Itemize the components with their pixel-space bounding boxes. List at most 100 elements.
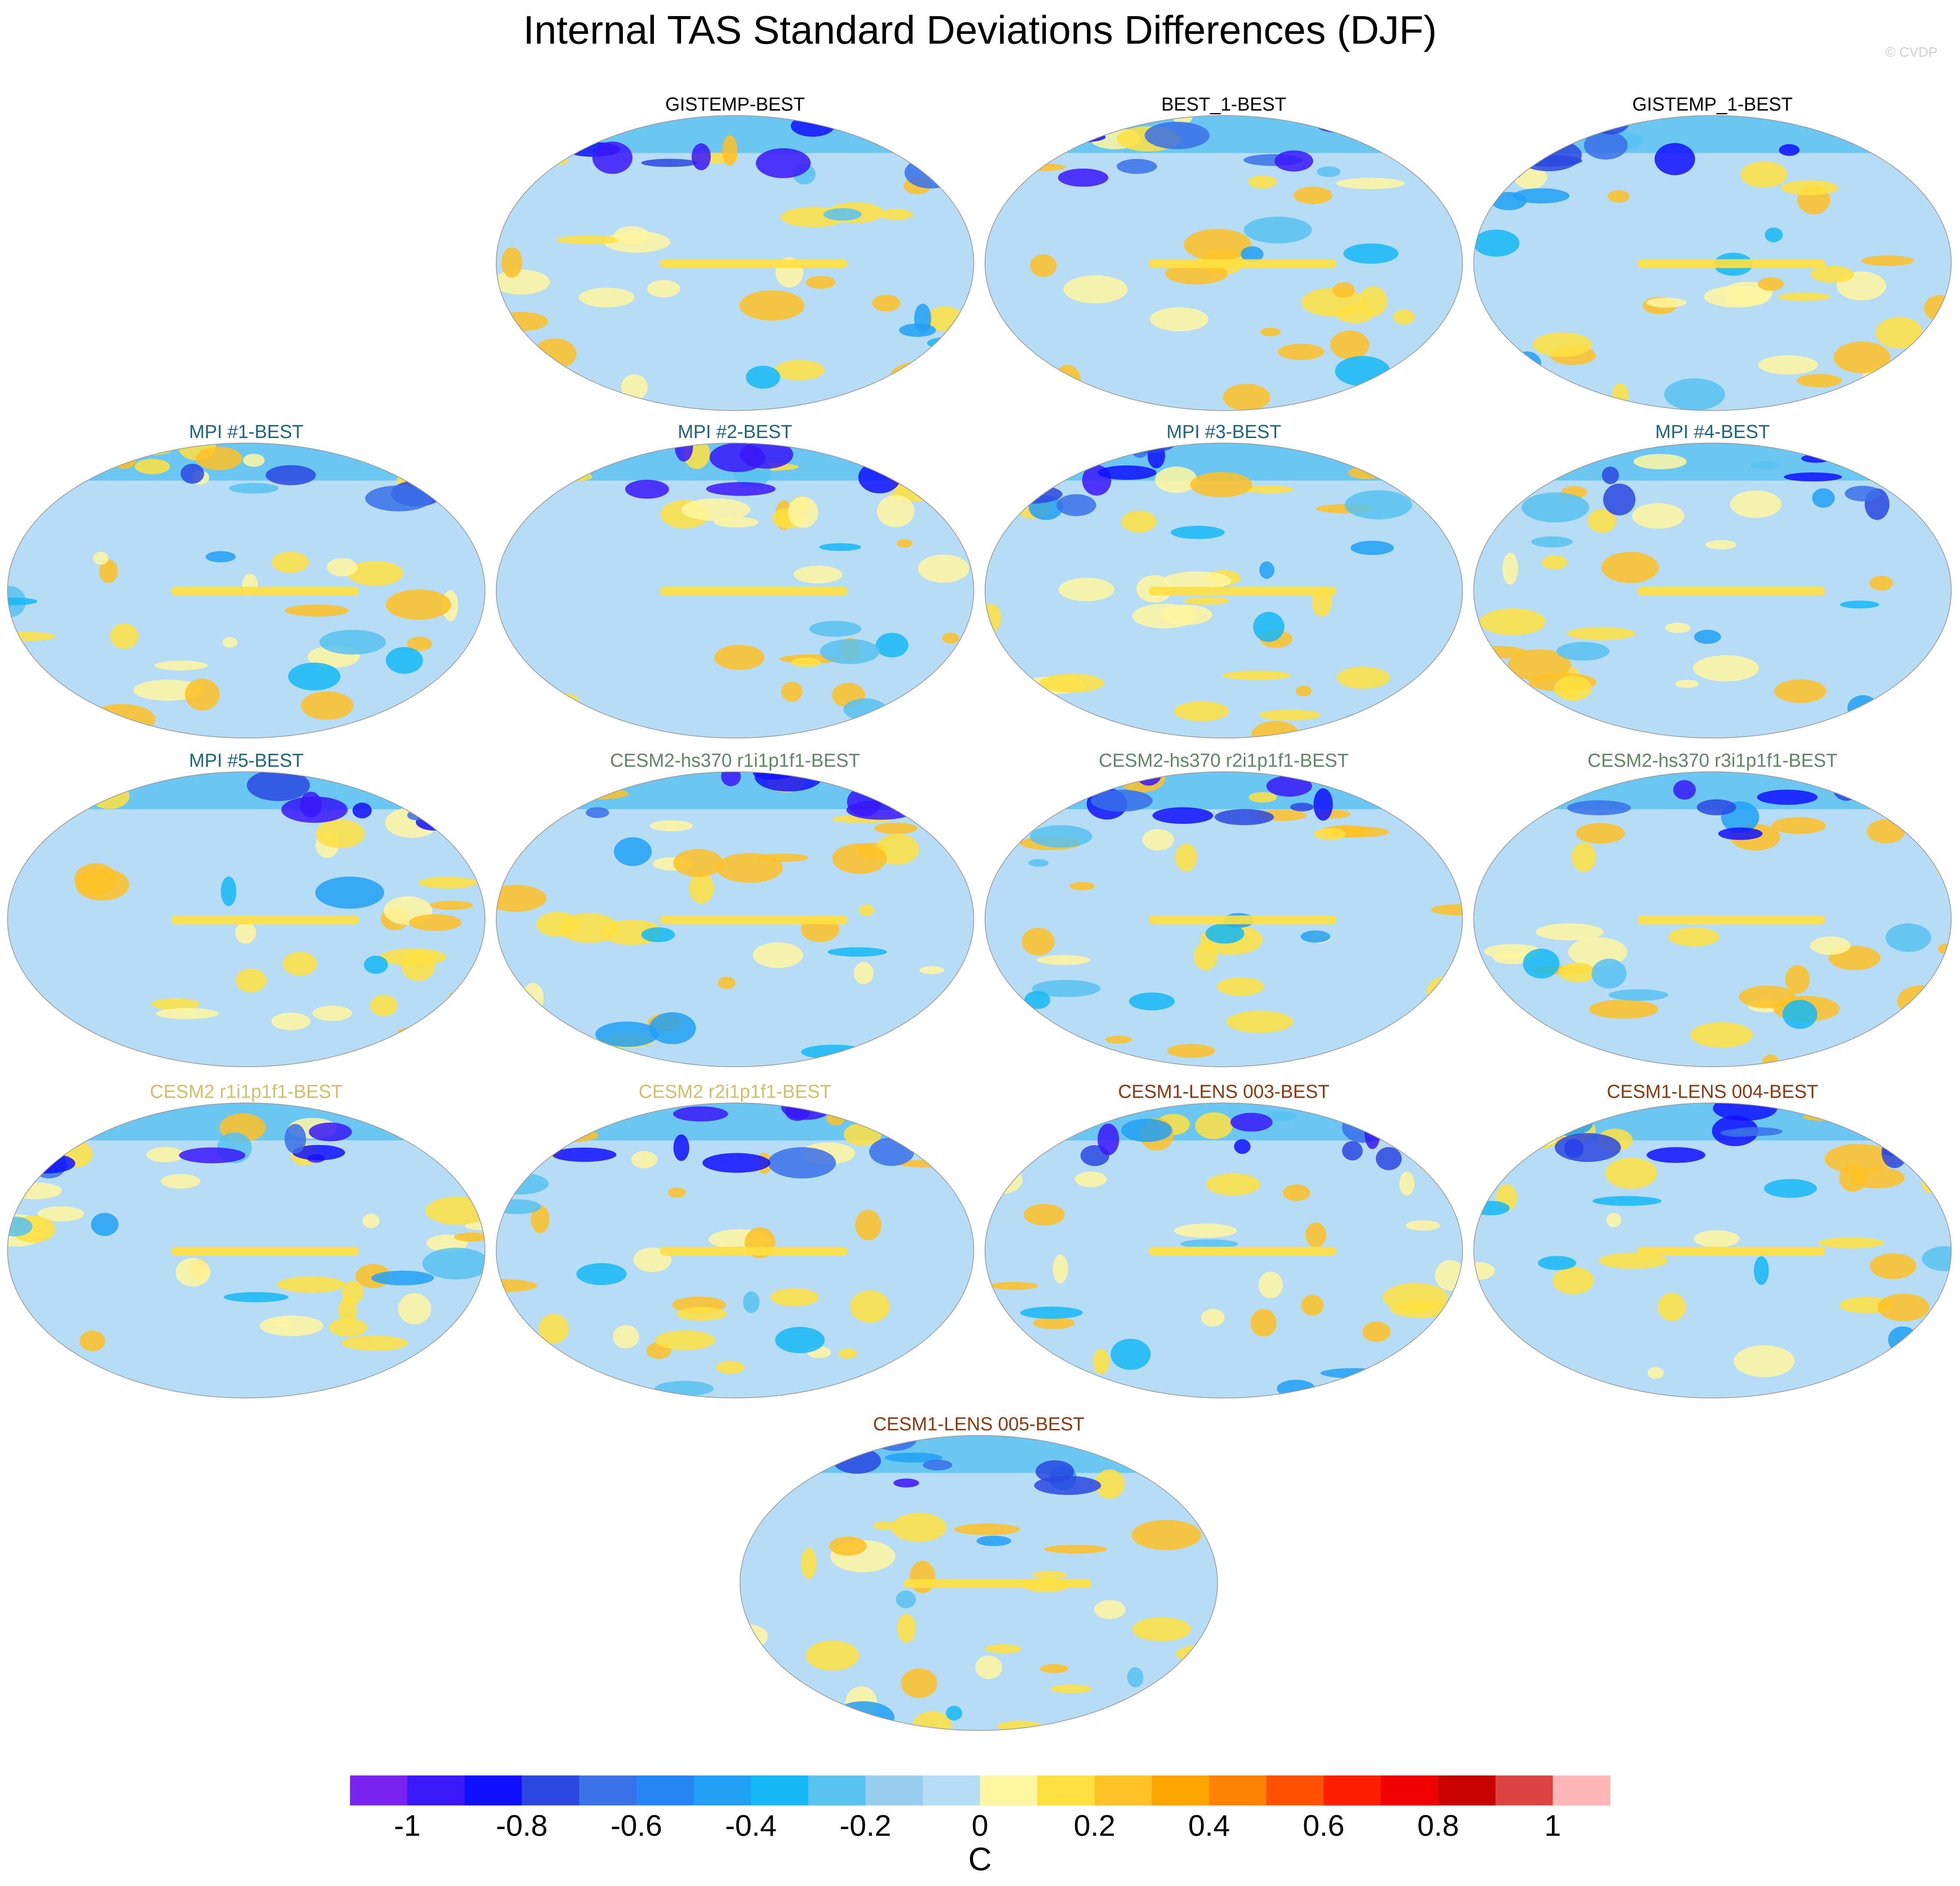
field-patch [754, 771, 823, 792]
field-patch [1739, 985, 1796, 1009]
field-patch [438, 487, 485, 509]
field-patch [774, 360, 825, 381]
field-patch [1592, 115, 1630, 135]
field-patch [1819, 1060, 1866, 1067]
field-patch [1121, 511, 1157, 533]
field-patch [1170, 525, 1225, 539]
field-patch [1160, 1452, 1189, 1462]
field-patch [1055, 132, 1106, 143]
field-patch [1646, 297, 1687, 308]
field-patch [1196, 1479, 1218, 1501]
field-patch [1877, 1293, 1930, 1322]
field-patch [1343, 243, 1399, 264]
field-patch [673, 1134, 689, 1161]
panel-title: CESM1-LENS 003-BEST [1118, 1082, 1330, 1102]
field-patch [1093, 1349, 1110, 1375]
field-patch [858, 461, 901, 494]
figure-title: Internal TAS Standard Deviations Differe… [523, 7, 1437, 52]
field-patch [869, 447, 907, 464]
field-patch [1039, 674, 1105, 693]
field-patch [1214, 809, 1274, 825]
equator-band [904, 1579, 1091, 1588]
field-patch [1771, 817, 1826, 834]
equator-band [171, 1246, 359, 1256]
field-patch [1249, 792, 1277, 803]
field-patch [1183, 597, 1230, 605]
field-patch [1305, 1222, 1326, 1248]
map-outline [984, 442, 1463, 739]
field-patch [1405, 1220, 1440, 1231]
field-patch [1050, 1684, 1092, 1693]
field-patch [927, 337, 969, 349]
field-patch [827, 443, 865, 449]
field-patch [246, 771, 310, 801]
field-patch [614, 837, 652, 866]
map-outline [739, 1435, 1218, 1731]
field-patch [854, 712, 922, 738]
field-patch [387, 1103, 429, 1119]
equator-band [1637, 259, 1825, 268]
field-patch [301, 691, 354, 720]
colorbar-tick-label: -1 [394, 1809, 420, 1843]
field-patch [1480, 608, 1546, 635]
field-patch [1801, 454, 1831, 463]
field-patch [1098, 1439, 1126, 1455]
field-patch [7, 598, 37, 605]
field-patch [806, 1640, 859, 1671]
field-patch [7, 443, 20, 468]
field-patch [1860, 460, 1892, 475]
field-patch [536, 912, 579, 937]
field-patch [650, 820, 693, 832]
field-patch [1512, 188, 1570, 204]
field-patch [1053, 1055, 1095, 1067]
field-patch [1375, 1147, 1402, 1170]
field-patch [7, 631, 56, 641]
field-patch [1758, 277, 1784, 291]
field-patch [1632, 503, 1684, 529]
field-patch [465, 1222, 485, 1230]
field-patch [1882, 697, 1916, 715]
field-patch [312, 1006, 352, 1021]
field-patch [1474, 1262, 1495, 1280]
field-patch [1174, 701, 1229, 721]
colorbar-tick-label: 0.2 [1074, 1809, 1116, 1843]
field-patch [347, 561, 404, 586]
panel-title: CESM2-hs370 r1i1p1f1-BEST [610, 750, 860, 771]
field-patch [385, 647, 423, 674]
field-patch [585, 726, 601, 738]
map-outline [7, 442, 485, 739]
field-patch [1757, 790, 1818, 805]
colorbar-tick-label: -0.6 [611, 1809, 662, 1843]
field-patch [1502, 552, 1518, 585]
field-patch [985, 1165, 1023, 1195]
field-patch [1476, 1103, 1532, 1122]
field-patch [586, 1381, 628, 1398]
field-patch [1185, 1476, 1218, 1498]
field-patch [869, 1137, 914, 1166]
field-patch [897, 1614, 916, 1643]
field-patch [285, 604, 349, 617]
field-patch [1474, 466, 1513, 488]
field-patch [649, 1012, 696, 1044]
field-patch [931, 1375, 972, 1382]
field-patch [1336, 667, 1390, 689]
field-patch [80, 1331, 106, 1351]
field-patch [1345, 490, 1412, 520]
panel-title: MPI #4-BEST [1655, 422, 1770, 442]
field-patch [1861, 256, 1914, 266]
field-patch [613, 1325, 639, 1348]
field-patch [585, 807, 609, 818]
field-patch [1603, 483, 1636, 516]
map-outline [984, 771, 1463, 1067]
field-patch [1223, 384, 1270, 411]
field-patch [891, 1513, 947, 1542]
field-patch [496, 1126, 530, 1155]
field-patch [498, 154, 568, 168]
equator-band [171, 915, 359, 924]
field-patch [1895, 771, 1924, 788]
field-patch [1601, 466, 1619, 485]
field-patch [1058, 168, 1109, 187]
panel-title: GISTEMP_1-BEST [1632, 94, 1793, 115]
field-patch [414, 787, 467, 814]
field-patch [1019, 1126, 1061, 1136]
